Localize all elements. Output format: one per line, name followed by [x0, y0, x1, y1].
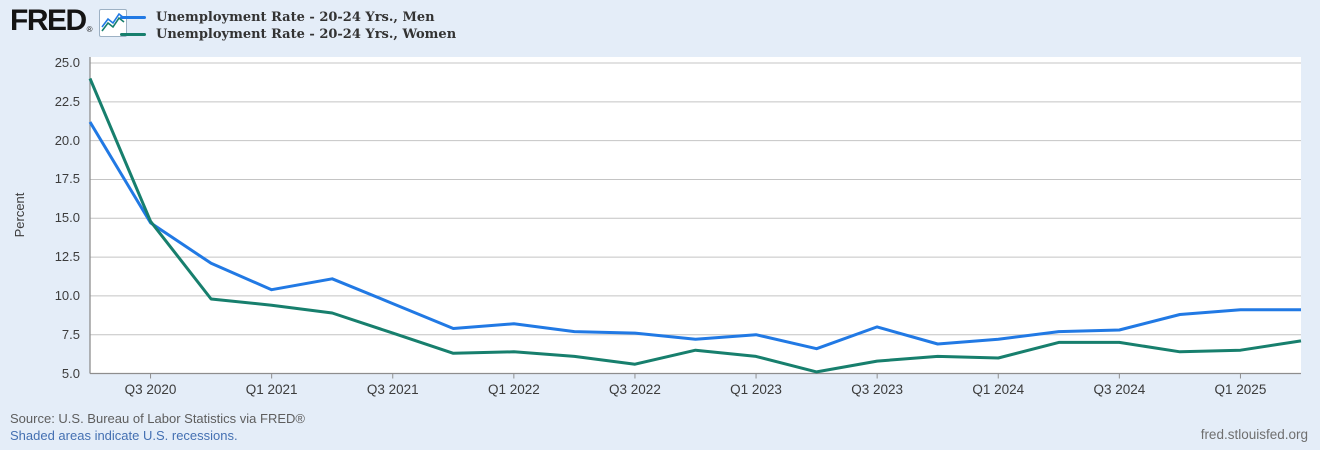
source-text: Source: U.S. Bureau of Labor Statistics …	[10, 411, 305, 426]
x-tick-label: Q3 2024	[1093, 382, 1146, 397]
fred-site-link[interactable]: fred.stlouisfed.org	[1200, 427, 1308, 442]
y-tick-label: 5.0	[61, 365, 80, 381]
x-tick-label: Q3 2023	[851, 382, 904, 397]
y-tick-label: 12.5	[54, 249, 80, 265]
x-tick-label: Q1 2021	[245, 382, 298, 397]
fred-logo[interactable]: FRED ®	[10, 4, 127, 37]
x-tick-label: Q3 2020	[124, 382, 177, 397]
series-line-men	[88, 121, 1301, 351]
x-tick-label: Q3 2021	[366, 382, 419, 397]
recessions-note-link[interactable]: Shaded areas indicate U.S. recessions.	[10, 428, 238, 443]
legend-label-men: Unemployment Rate - 20-24 Yrs., Men	[156, 10, 435, 25]
legend-item-men[interactable]: Unemployment Rate - 20-24 Yrs., Men	[120, 9, 456, 26]
fred-logo-text: FRED	[10, 4, 87, 37]
y-tick-label: 15.0	[54, 210, 80, 226]
plot-background	[90, 57, 1301, 374]
y-tick-label: 22.5	[54, 93, 80, 109]
x-tick-label: Q1 2023	[730, 382, 782, 397]
series-line-women	[88, 77, 1302, 374]
x-tick-label: Q1 2024	[972, 382, 1025, 397]
y-tick-label: 10.0	[54, 287, 80, 303]
x-tick-label: Q1 2022	[487, 382, 540, 397]
y-tick-label: 25.0	[54, 55, 80, 70]
y-tick-label: 17.5	[54, 171, 80, 187]
chart-legend: Unemployment Rate - 20-24 Yrs., Men Unem…	[120, 9, 456, 43]
x-tick-label: Q1 2025	[1214, 382, 1267, 397]
y-tick-label: 7.5	[61, 326, 80, 342]
legend-label-women: Unemployment Rate - 20-24 Yrs., Women	[156, 27, 457, 42]
x-tick-label: Q3 2022	[609, 382, 661, 397]
fred-logo-chart-icon	[98, 9, 127, 37]
legend-line-swatch-men	[120, 16, 146, 19]
legend-item-women[interactable]: Unemployment Rate - 20-24 Yrs., Women	[120, 26, 456, 43]
fred-registered-mark: ®	[86, 25, 93, 34]
legend-line-swatch-women	[120, 33, 146, 36]
y-tick-label: 20.0	[54, 132, 80, 148]
